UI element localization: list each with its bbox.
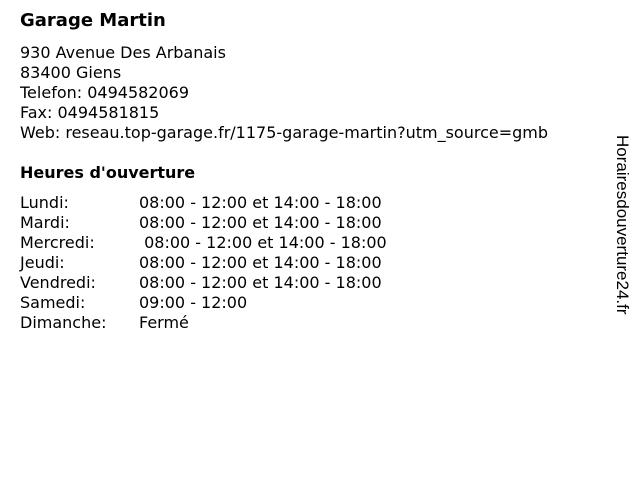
day: Lundi: — [20, 193, 69, 212]
hours-heading: Heures d'ouverture — [20, 163, 196, 182]
day: Mardi: — [20, 213, 70, 232]
day: Jeudi: — [20, 253, 65, 272]
business-info: 930 Avenue Des Arbanais 83400 Giens Tele… — [20, 43, 548, 143]
business-name: Garage Martin — [20, 10, 166, 31]
hours-row: Samedi: 09:00 - 12:00 — [20, 293, 387, 313]
time: 08:00 - 12:00 et 14:00 - 18:00 — [139, 233, 387, 252]
time: 09:00 - 12:00 — [139, 293, 248, 312]
hours-row: Dimanche: Fermé — [20, 313, 387, 333]
phone: Telefon: 0494582069 — [20, 83, 190, 102]
time: 08:00 - 12:00 et 14:00 - 18:00 — [139, 193, 382, 212]
time: 08:00 - 12:00 et 14:00 - 18:00 — [139, 273, 382, 292]
address-line2: 83400 Giens — [20, 63, 122, 82]
website: Web: reseau.top-garage.fr/1175-garage-ma… — [20, 123, 549, 142]
hours-row: Mercredi: 08:00 - 12:00 et 14:00 - 18:00 — [20, 233, 387, 253]
address-line1: 930 Avenue Des Arbanais — [20, 43, 226, 62]
day: Vendredi: — [20, 273, 96, 292]
hours-row: Vendredi: 08:00 - 12:00 et 14:00 - 18:00 — [20, 273, 387, 293]
fax: Fax: 0494581815 — [20, 103, 160, 122]
day: Samedi: — [20, 293, 86, 312]
watermark: Horairesdouverture24.fr — [613, 135, 632, 315]
hours-table: Lundi: 08:00 - 12:00 et 14:00 - 18:00 Mar… — [20, 193, 387, 333]
time: 08:00 - 12:00 et 14:00 - 18:00 — [139, 253, 382, 272]
hours-row: Mardi: 08:00 - 12:00 et 14:00 - 18:00 — [20, 213, 387, 233]
day: Mercredi: — [20, 233, 95, 252]
time: 08:00 - 12:00 et 14:00 - 18:00 — [139, 213, 382, 232]
day: Dimanche: — [20, 313, 107, 332]
time: Fermé — [139, 313, 189, 332]
hours-row: Jeudi: 08:00 - 12:00 et 14:00 - 18:00 — [20, 253, 387, 273]
hours-row: Lundi: 08:00 - 12:00 et 14:00 - 18:00 — [20, 193, 387, 213]
